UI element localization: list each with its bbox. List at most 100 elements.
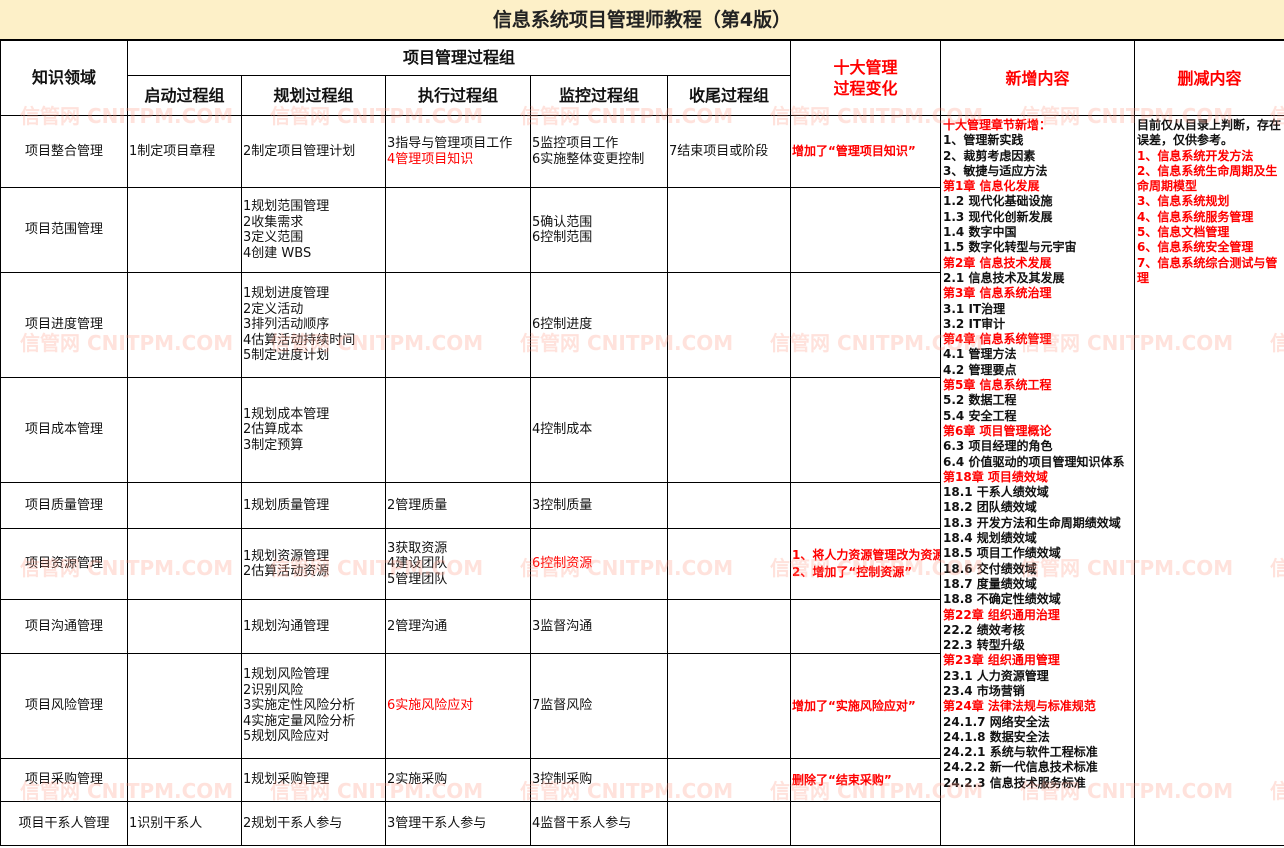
cell-init [127, 758, 242, 802]
cell-line: 1、将人力资源管理改为资源管理 [792, 548, 940, 562]
cell-close [666, 599, 792, 654]
cell-line: 4.1 管理方法 [943, 347, 1017, 362]
cell-init [127, 528, 242, 600]
cell-line: 第1章 信息化发展 [943, 179, 1040, 194]
cell-exec: 3指导与管理项目工作 4管理项目知识 [385, 115, 531, 188]
cell-line: 1.4 数字中国 [943, 225, 1017, 240]
cell-line: 2估算成本 [243, 422, 304, 438]
cell-init: 1制定项目章程 [127, 115, 242, 188]
knowledge-area: 项目干系人管理 [0, 801, 128, 846]
cell-line: 7结束项目或阶段 [669, 143, 769, 159]
cell-plan: 2制定项目管理计划 [241, 115, 386, 188]
removed-content: 目前仅从目录上判断，存在误差，仅供参考。 1、信息系统开发方法 2、信息系统生命周… [1134, 115, 1284, 846]
header-closing: 收尾过程组 [666, 75, 792, 116]
cell-line: 3、敏捷与适应方法 [943, 163, 1048, 178]
cell-line: 1识别干系人 [129, 815, 203, 831]
comparison-table: 知识领域 项目管理过程组 十大管理 过程变化 新增内容 删减内容 启动过程组 规划… [0, 40, 1284, 846]
cell-plan: 1规划范围管理 2收集需求 3定义范围 4创建 WBS [241, 187, 386, 273]
cell-change: 1、将人力资源管理改为资源管理 2、增加了“控制资源” [790, 528, 942, 600]
cell-line: 3管理干系人参与 [387, 815, 487, 831]
cell-init [127, 272, 242, 378]
cell-line: 增加了“管理项目知识” [792, 144, 916, 158]
cell-plan: 2规划干系人参与 [241, 801, 386, 846]
cell-close [666, 377, 792, 483]
added-content: 十大管理章节新增： 1、管理新实践 2、裁剪考虑因素 3、敏捷与适应方法 第1章 信息… [940, 115, 1136, 846]
cell-exec: 6实施风险应对 [385, 653, 531, 759]
cell-exec [385, 377, 531, 483]
cell-line: 1制定项目章程 [129, 143, 216, 159]
cell-line: 6实施风险应对 [387, 698, 474, 714]
cell-change: 增加了“实施风险应对” [790, 653, 942, 759]
cell-line: 2估算活动资源 [243, 564, 330, 579]
cell-change [790, 187, 942, 273]
cell-init [127, 482, 242, 529]
cell-close [666, 653, 792, 759]
cell-line: 22.2 绩效考核 [943, 622, 1025, 637]
cell-plan: 1规划风险管理 2识别风险 3实施定性风险分析 4实施定量风险分析 5规划风险应对 [241, 653, 386, 759]
cell-close [666, 482, 792, 529]
header-planning: 规划过程组 [241, 75, 386, 116]
cell-line: 18.6 交付绩效域 [943, 561, 1037, 576]
knowledge-area: 项目进度管理 [0, 272, 128, 378]
cell-change [790, 272, 942, 378]
knowledge-area: 项目范围管理 [0, 187, 128, 273]
cell-line: 2、信息系统生命周期及生命周期模型 [1137, 163, 1278, 194]
cell-line: 18.2 团队绩效域 [943, 500, 1037, 515]
cell-line: 18.3 开发方法和生命周期绩效域 [943, 515, 1121, 530]
table-row: 项目质量管理 1规划质量管理 2管理质量 3控制质量 [0, 482, 1284, 529]
cell-line: 十大管理章节新增： [943, 118, 1052, 132]
table-row: 项目资源管理 1规划资源管理 2估算活动资源 3获取资源 4建设团队 5管理团队 6控制资源… [0, 528, 1284, 600]
cell-init [127, 653, 242, 759]
cell-line: 1.3 现代化创新发展 [943, 209, 1053, 224]
cell-line: 1规划质量管理 [243, 497, 330, 513]
cell-line: 4管理项目知识 [387, 151, 474, 167]
cell-line: 3控制质量 [532, 497, 593, 513]
cell-line: 1、信息系统开发方法 [1137, 148, 1254, 163]
cell-line: 第22章 组织通用治理 [943, 607, 1060, 622]
header-removed: 删减内容 [1134, 40, 1284, 116]
cell-line: 7监督风险 [532, 698, 593, 714]
cell-line: 4、信息系统服务管理 [1137, 209, 1254, 224]
cell-change: 删除了“结束采购” [790, 758, 942, 802]
cell-line: 1规划沟通管理 [243, 618, 330, 634]
cell-mon: 5确认范围 6控制范围 [530, 187, 668, 273]
knowledge-area: 项目风险管理 [0, 653, 128, 759]
cell-line: 第3章 信息系统治理 [943, 286, 1052, 301]
cell-change: 增加了“管理项目知识” [790, 115, 942, 188]
cell-line: 18.7 度量绩效域 [943, 576, 1037, 591]
cell-line: 1规划风险管理 [243, 667, 330, 683]
cell-line: 第23章 组织通用管理 [943, 653, 1060, 668]
cell-line: 24.1.7 网络安全法 [943, 714, 1050, 729]
cell-line: 1.5 数字化转型与元宇宙 [943, 240, 1077, 255]
cell-line: 3定义范围 [243, 230, 304, 245]
cell-line: 4控制成本 [532, 422, 593, 438]
cell-line: 4估算活动持续时间 [243, 332, 356, 348]
cell-line: 2、裁剪考虑因素 [943, 148, 1036, 163]
cell-init: 1识别干系人 [127, 801, 242, 846]
cell-line: 6控制进度 [532, 317, 593, 333]
cell-line: 3控制采购 [532, 772, 593, 788]
cell-line: 5.2 数据工程 [943, 393, 1017, 408]
cell-mon: 4监督干系人参与 [530, 801, 668, 846]
cell-line: 删除了“结束采购” [792, 772, 892, 787]
cell-line: 第5章 信息系统工程 [943, 378, 1052, 393]
cell-line: 5规划风险应对 [243, 729, 330, 745]
cell-plan: 1规划采购管理 [241, 758, 386, 802]
cell-line: 5确认范围 [532, 214, 593, 230]
cell-line: 18.8 不确定性绩效域 [943, 592, 1061, 607]
cell-mon: 5监控项目工作 6实施整体变更控制 [530, 115, 668, 188]
cell-line: 1.2 现代化基础设施 [943, 194, 1053, 209]
cell-line: 2管理质量 [387, 497, 448, 513]
cell-exec: 2管理沟通 [385, 599, 531, 654]
cell-line: 4.2 管理要点 [943, 362, 1017, 377]
cell-mon: 6控制资源 [530, 528, 668, 600]
cell-line: 第24章 法律法规与标准规范 [943, 699, 1096, 714]
header-initiating: 启动过程组 [127, 75, 242, 116]
cell-line: 1规划资源管理 [243, 548, 330, 564]
knowledge-area: 项目采购管理 [0, 758, 128, 802]
cell-mon: 3控制质量 [530, 482, 668, 529]
cell-init [127, 377, 242, 483]
cell-line: 5制定进度计划 [243, 348, 330, 364]
knowledge-area: 项目成本管理 [0, 377, 128, 483]
cell-line: 3.1 IT治理 [943, 301, 1006, 316]
